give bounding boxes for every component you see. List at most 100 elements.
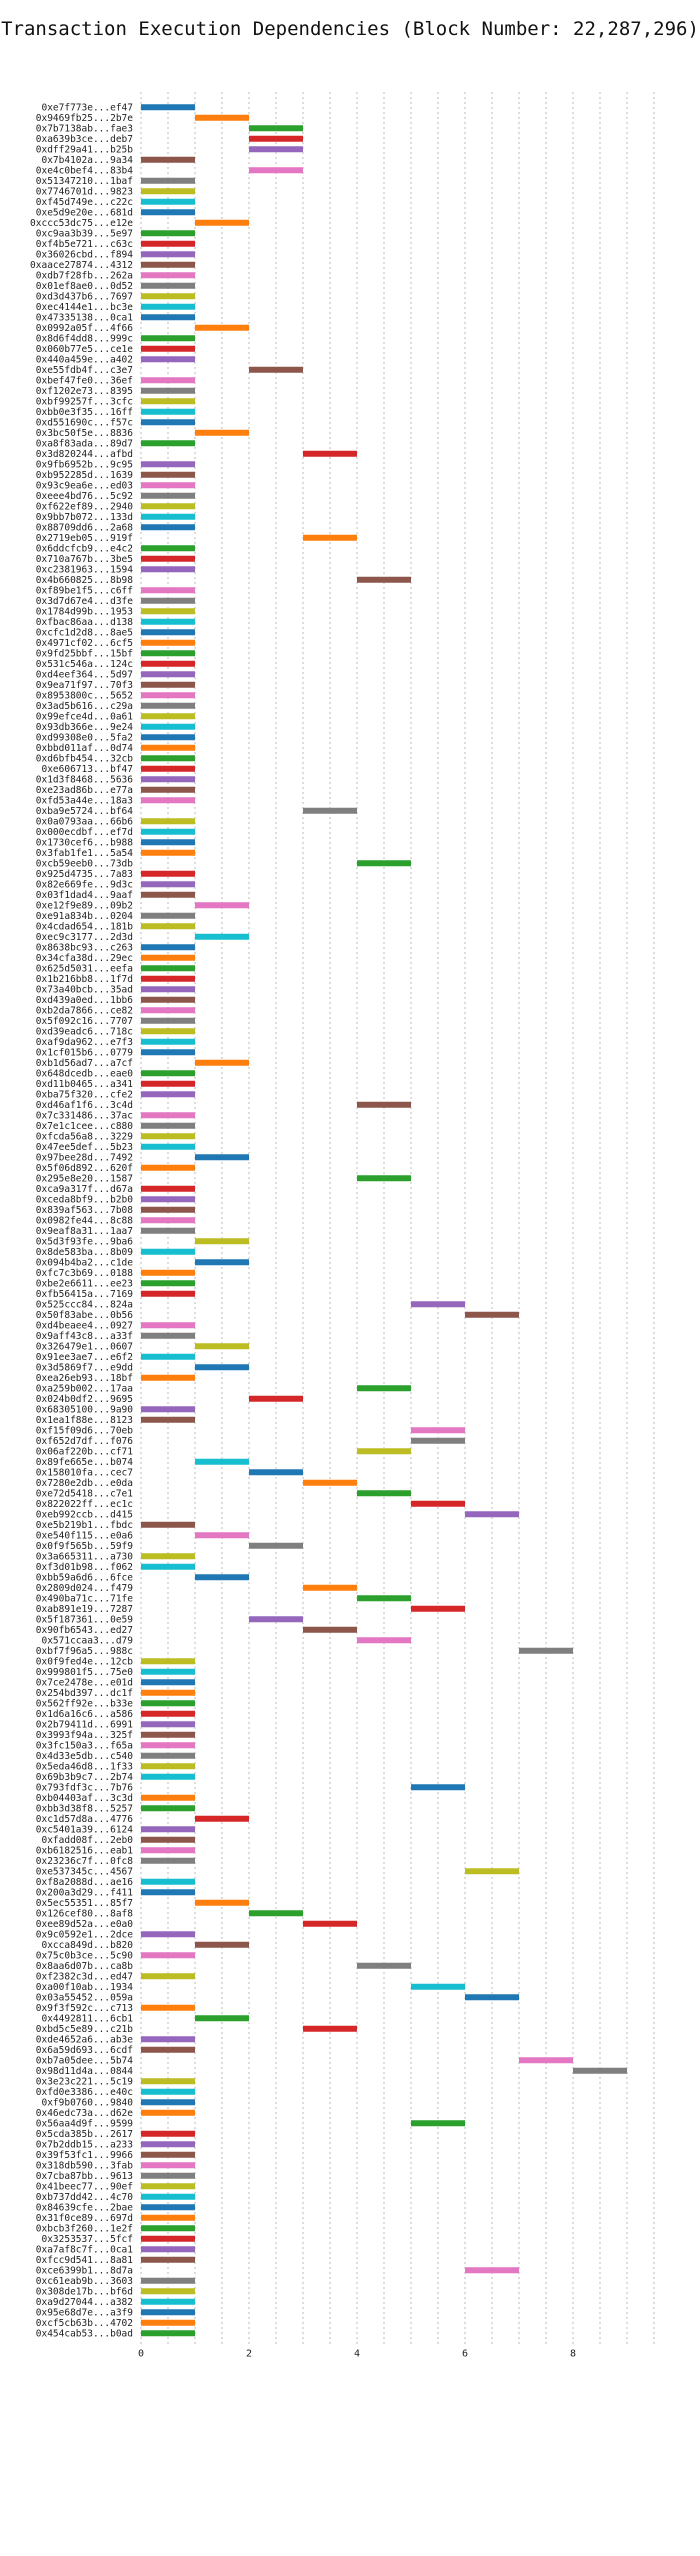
- tx-bar: [141, 2046, 195, 2053]
- tx-label: 0x3fab1fe1...5a54: [36, 848, 134, 859]
- tx-label: 0x3ad5b616...c29a: [36, 701, 133, 712]
- tx-bar: [411, 1983, 465, 1990]
- tx-label: 0x525ccc84...824a: [36, 1299, 133, 1310]
- tx-bar: [141, 513, 195, 520]
- tx-label: 0x6ddcfcb9...e4c2: [36, 543, 133, 554]
- tx-label: 0x75c0b3ce...5c90: [36, 1950, 134, 1961]
- tx-label: 0x308de17b...bf6d: [36, 2286, 133, 2297]
- tx-label: 0x9469fb25...2b7e: [36, 113, 134, 124]
- tx-bar: [357, 1637, 411, 1644]
- tx-bar: [141, 786, 195, 793]
- tx-bar: [411, 1437, 465, 1444]
- tx-bar: [141, 870, 195, 877]
- tx-label: 0xdff29a41...b25b: [36, 144, 134, 155]
- tx-label: 0xab891e19...7287: [36, 1604, 133, 1615]
- tx-label: 0x1d6a16c6...a586: [36, 1709, 134, 1720]
- tx-bar: [141, 566, 195, 573]
- tx-bar: [357, 576, 411, 583]
- tx-bar: [141, 629, 195, 636]
- tx-label: 0x3bc50f5e...8836: [36, 428, 134, 439]
- tx-label: 0x454cab53...b0ad: [36, 2328, 133, 2339]
- tx-label: 0xfcc9d541...8a81: [36, 2255, 134, 2266]
- tx-bar: [141, 2004, 195, 2011]
- tx-label: 0xba9e5724...bf64: [36, 806, 134, 817]
- tx-label: 0x793fdf3c...7b76: [36, 1782, 134, 1793]
- tx-bar: [141, 1805, 195, 1812]
- tx-bar: [249, 1542, 303, 1549]
- tx-bar: [195, 1458, 249, 1465]
- tx-label: 0x2719eb05...919f: [36, 533, 133, 544]
- tx-label: 0xca9a317f...d67a: [36, 1184, 133, 1195]
- tx-label: 0x7280e2db...e0da: [36, 1478, 133, 1489]
- tx-bar: [141, 692, 195, 699]
- tx-bar: [141, 240, 195, 247]
- tx-label: 0xb2da7866...ce82: [36, 1005, 133, 1016]
- tx-label: 0xd11b0465...a341: [36, 1079, 134, 1090]
- tx-bar: [195, 1364, 249, 1371]
- tx-label: 0x69b3b9c7...2b74: [36, 1772, 134, 1783]
- tx-bar: [195, 1899, 249, 1906]
- tx-bar: [141, 891, 195, 898]
- tx-label: 0x7c331486...37ac: [36, 1110, 133, 1121]
- tx-label: 0x7746701d...9823: [36, 186, 133, 197]
- tx-label: 0xcf5cb63b...4702: [36, 2318, 133, 2329]
- tx-bar: [141, 1752, 195, 1759]
- tx-label: 0x1b216bb8...1f7d: [36, 974, 133, 985]
- tx-label: 0xfbac86aa...d138: [36, 617, 134, 628]
- tx-bar: [141, 1227, 195, 1234]
- tx-label: 0x3993f94a...325f: [36, 1730, 133, 1741]
- tx-bar: [141, 671, 195, 678]
- tx-bar: [141, 261, 195, 268]
- tx-bar: [141, 2277, 195, 2284]
- tx-bar: [141, 1952, 195, 1959]
- x-tick-label: 8: [570, 2349, 576, 2360]
- tx-bar: [141, 1070, 195, 1077]
- tx-label: 0x8de583ba...8b09: [36, 1247, 134, 1258]
- tx-label: 0x0a0793aa...66b6: [36, 816, 134, 827]
- tx-label: 0xf652d7df...f076: [36, 1436, 134, 1447]
- tx-bar: [141, 1553, 195, 1560]
- tx-bar: [141, 282, 195, 289]
- tx-bar: [141, 1038, 195, 1045]
- tx-label: 0x82e669fe...9d3c: [36, 879, 133, 890]
- tx-bar: [141, 702, 195, 709]
- tx-label: 0x06af220b...cf71: [36, 1446, 134, 1457]
- tx-bar: [303, 1584, 357, 1591]
- tx-label: 0x0f9f565b...59f9: [36, 1541, 134, 1552]
- tx-label: 0xfb56415a...7169: [36, 1289, 134, 1300]
- tx-bar: [141, 1658, 195, 1665]
- tx-bar: [141, 1931, 195, 1938]
- tx-label: 0x41beec77...90ef: [36, 2181, 133, 2192]
- tx-label: 0x4cdad654...181b: [36, 921, 134, 932]
- tx-label: 0xe55fdb4f...c3e7: [36, 365, 133, 376]
- tx-label: 0x254bd397...dc1f: [36, 1688, 133, 1699]
- tx-bar: [141, 356, 195, 363]
- tx-bar: [141, 608, 195, 615]
- tx-bar: [141, 1196, 195, 1203]
- tx-bar: [303, 1479, 357, 1486]
- tx-bar: [141, 1133, 195, 1140]
- tx-bar: [519, 1647, 573, 1654]
- tx-label: 0xfc7c3b69...0188: [36, 1268, 134, 1279]
- tx-label: 0x4d33e5db...c540: [36, 1751, 134, 1762]
- tx-label: 0x9aff43c8...a33f: [36, 1331, 133, 1342]
- tx-label: 0xce6399b1...8d7a: [36, 2265, 133, 2276]
- tx-label: 0xe5b219b1...fbdc: [36, 1520, 133, 1531]
- tx-bar: [141, 881, 195, 888]
- tx-label: 0x295e8e20...1587: [36, 1173, 133, 1184]
- tx-bar: [141, 1112, 195, 1119]
- tx-label: 0x625d5031...eefa: [36, 963, 133, 974]
- x-tick-label: 0: [138, 2349, 144, 2360]
- tx-label: 0x710a767b...3be5: [36, 554, 133, 565]
- tx-label: 0x34cfa38d...29ec: [36, 953, 133, 964]
- tx-bar: [141, 492, 195, 499]
- tx-bar: [195, 933, 249, 940]
- tx-label: 0x326479e1...0607: [36, 1341, 133, 1352]
- tx-bar: [141, 1028, 195, 1035]
- tx-label: 0xe91a834b...0204: [36, 911, 134, 922]
- tx-bar: [141, 2225, 195, 2232]
- tx-label: 0x98d11d4a...0844: [36, 2066, 134, 2077]
- tx-bar: [249, 1910, 303, 1917]
- tx-bar: [141, 1406, 195, 1413]
- tx-label: 0xde4652a6...ab3e: [36, 2034, 134, 2045]
